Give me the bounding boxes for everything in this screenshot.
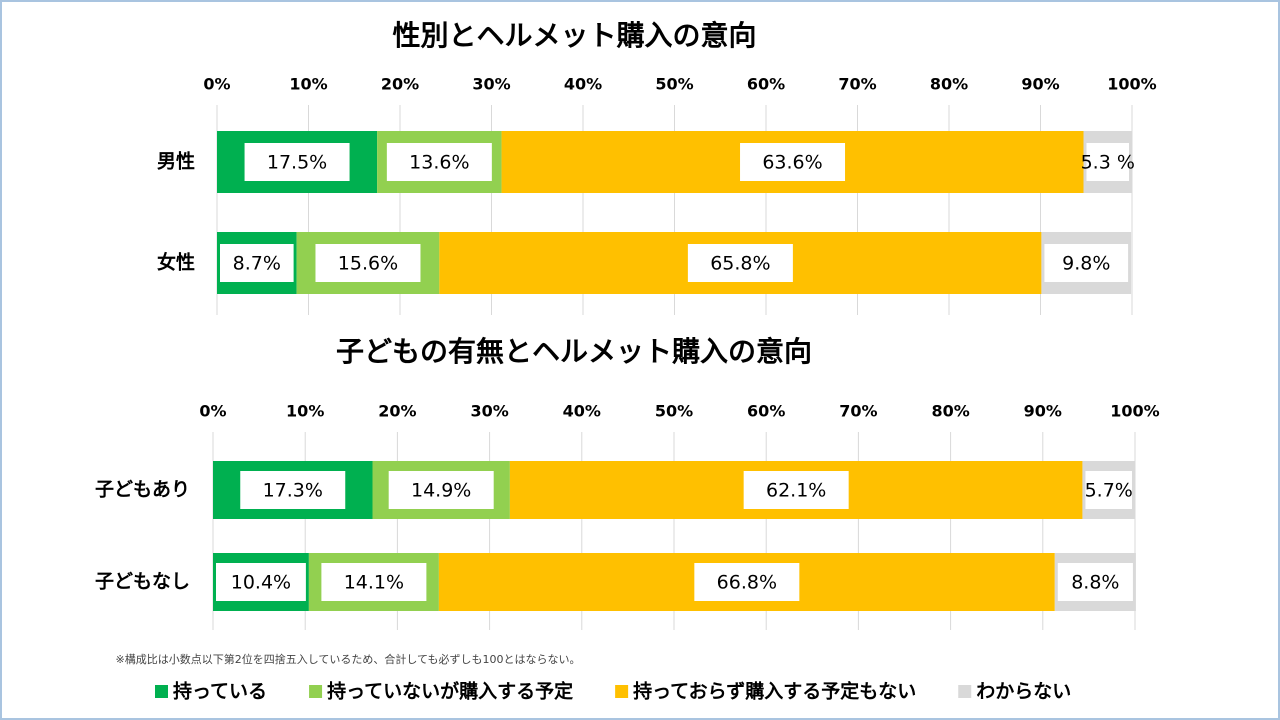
- x-tick-label: 100%: [1107, 75, 1156, 94]
- x-tick-label: 50%: [655, 75, 693, 94]
- data-label: 14.9%: [411, 480, 471, 502]
- x-tick-label: 0%: [199, 402, 226, 421]
- x-tick-label: 80%: [931, 402, 969, 421]
- label-box: [315, 244, 421, 282]
- x-tick-label: 30%: [470, 402, 508, 421]
- x-tick-label: 20%: [381, 75, 419, 94]
- x-tick-label: 80%: [930, 75, 968, 94]
- x-tick-label: 30%: [472, 75, 510, 94]
- label-box: [216, 563, 306, 601]
- x-tick-label: 60%: [747, 402, 785, 421]
- data-label: 13.6%: [409, 152, 469, 174]
- x-tick-label: 70%: [838, 75, 876, 94]
- label-box: [694, 563, 800, 601]
- label-box: [388, 471, 494, 509]
- category-label: 男性: [157, 150, 195, 173]
- legend-label: 持っている: [173, 680, 267, 703]
- label-box: [1085, 471, 1132, 509]
- label-box: [220, 244, 294, 282]
- x-tick-label: 70%: [839, 402, 877, 421]
- data-label: 9.8%: [1062, 253, 1110, 275]
- x-tick-label: 10%: [289, 75, 327, 94]
- legend-swatch: [155, 685, 168, 698]
- data-label: 8.8%: [1071, 572, 1119, 594]
- legend-swatch: [958, 685, 972, 698]
- label-box: [386, 143, 492, 181]
- data-label: 5.7%: [1085, 480, 1133, 502]
- label-box: [244, 143, 350, 181]
- x-tick-label: 20%: [378, 402, 416, 421]
- label-box: [687, 244, 793, 282]
- x-tick-label: 90%: [1021, 75, 1059, 94]
- category-label: 子どもなし: [95, 571, 190, 593]
- category-label: 子どもあり: [95, 479, 190, 501]
- legend-label: 持っておらず購入する予定もない: [633, 680, 916, 703]
- legend-swatch: [309, 685, 323, 698]
- label-box: [743, 471, 849, 509]
- data-label: 17.5%: [267, 152, 327, 174]
- legend-swatch: [615, 685, 629, 698]
- x-tick-label: 100%: [1110, 402, 1159, 421]
- legend-label: 持っていないが購入する予定: [327, 680, 573, 703]
- legend-label: わからない: [976, 681, 1071, 703]
- x-tick-label: 10%: [286, 402, 324, 421]
- footnote: ※構成比は小数点以下第2位を四捨五入しているため、合計しても必ずしも100とはな…: [116, 652, 581, 666]
- x-tick-label: 50%: [655, 402, 693, 421]
- label-box: [321, 563, 427, 601]
- chart-title: 子どもの有無とヘルメット購入の意向: [336, 335, 812, 368]
- data-label: 62.1%: [766, 480, 826, 502]
- label-box: [240, 471, 346, 509]
- data-label: 5.3 %: [1081, 152, 1135, 174]
- data-label: 65.8%: [710, 253, 770, 275]
- data-label: 66.8%: [717, 572, 777, 594]
- x-tick-label: 40%: [563, 402, 601, 421]
- chart-title: 性別とヘルメット購入の意向: [392, 19, 756, 52]
- data-label: 17.3%: [263, 480, 323, 502]
- label-box: [740, 143, 846, 181]
- data-label: 10.4%: [231, 572, 291, 594]
- category-label: 女性: [157, 251, 195, 274]
- label-box: [1086, 143, 1129, 181]
- data-label: 63.6%: [762, 152, 822, 174]
- data-label: 8.7%: [233, 253, 281, 275]
- data-label: 14.1%: [344, 572, 404, 594]
- x-tick-label: 40%: [564, 75, 602, 94]
- label-box: [1044, 244, 1129, 282]
- data-label: 15.6%: [338, 253, 398, 275]
- x-tick-label: 0%: [203, 75, 230, 94]
- x-tick-label: 90%: [1024, 402, 1062, 421]
- x-tick-label: 60%: [747, 75, 785, 94]
- label-box: [1057, 563, 1133, 601]
